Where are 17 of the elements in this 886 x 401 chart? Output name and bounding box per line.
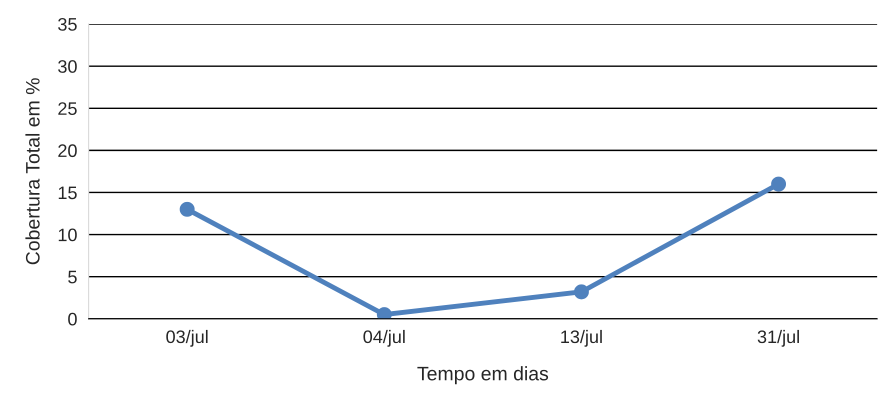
y-tick-label: 35: [58, 18, 77, 31]
y-tick-label: 30: [58, 60, 77, 73]
x-axis-title: Tempo em dias: [417, 366, 548, 384]
y-axis-title: Cobertura Total em %: [25, 78, 40, 264]
y-tick-label: 0: [68, 312, 77, 326]
x-tick-label: 31/jul: [758, 330, 799, 347]
point: [771, 176, 786, 192]
x-tick-label: 03/jul: [166, 330, 208, 347]
y-tick-label: 25: [58, 102, 77, 115]
y-tick-label: 15: [58, 186, 77, 200]
x-tick-label: 04/jul: [363, 330, 405, 347]
y-tick-label: 20: [58, 144, 77, 158]
y-tick-label: 10: [58, 228, 77, 242]
x-tick-label: 13/jul: [561, 330, 602, 347]
point: [574, 284, 589, 300]
y-tick-label: 5: [68, 270, 77, 284]
point: [180, 202, 195, 217]
